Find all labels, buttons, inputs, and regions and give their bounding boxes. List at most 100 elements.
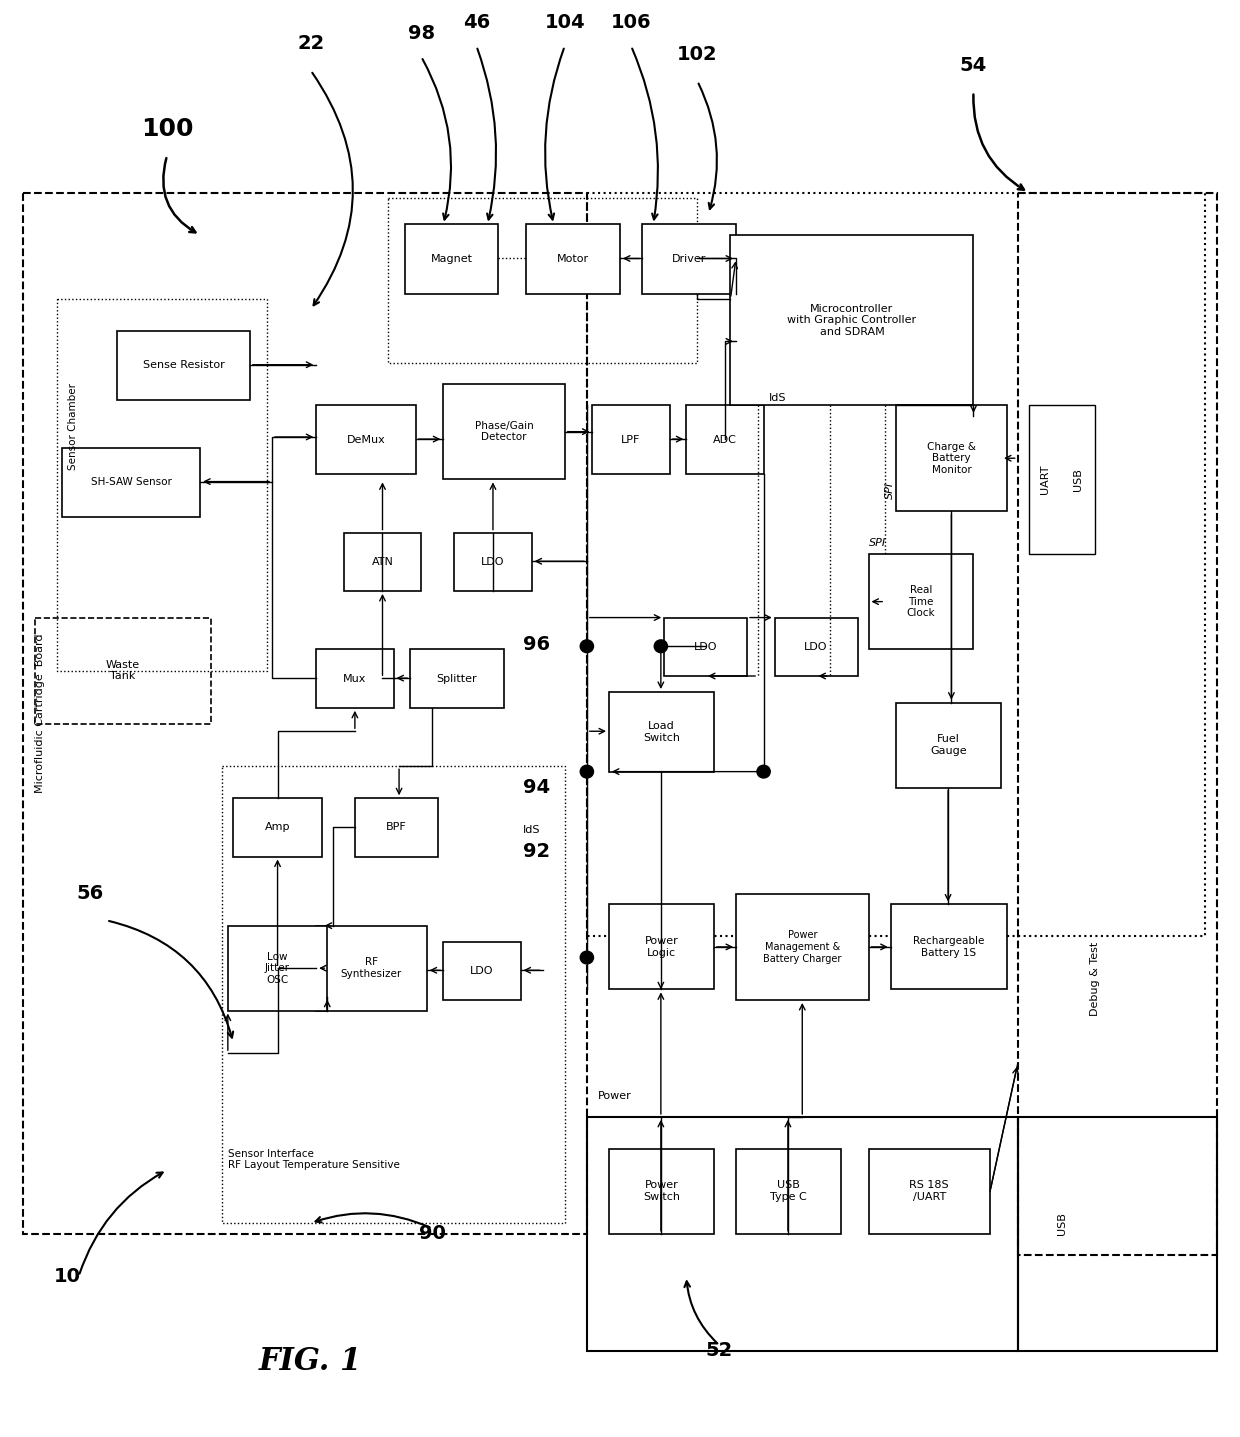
Bar: [593, 405, 670, 474]
Text: LDO: LDO: [470, 966, 494, 976]
Text: UART: UART: [1040, 464, 1050, 494]
Bar: [355, 798, 438, 856]
Text: 98: 98: [408, 24, 435, 43]
Text: LDO: LDO: [694, 642, 718, 652]
Circle shape: [580, 766, 594, 777]
Bar: [737, 894, 868, 1000]
Text: 102: 102: [677, 45, 718, 65]
Bar: [410, 650, 503, 708]
Text: RF
Synthesizer: RF Synthesizer: [341, 957, 402, 979]
Text: IdS: IdS: [769, 392, 786, 402]
Circle shape: [756, 766, 770, 777]
Bar: [454, 533, 532, 591]
Text: ADC: ADC: [713, 434, 737, 444]
Text: 54: 54: [960, 56, 987, 75]
Bar: [890, 904, 1007, 990]
Text: Sensor Chamber: Sensor Chamber: [68, 382, 78, 470]
Text: Power
Logic: Power Logic: [645, 935, 678, 957]
Circle shape: [580, 951, 594, 964]
Bar: [868, 1148, 990, 1234]
Text: 56: 56: [76, 884, 103, 904]
Bar: [868, 553, 973, 650]
Text: Amp: Amp: [265, 822, 290, 832]
Text: USB: USB: [1056, 1211, 1066, 1234]
Text: Microcontroller
with Graphic Controller
and SDRAM: Microcontroller with Graphic Controller …: [787, 303, 916, 336]
Circle shape: [655, 639, 667, 652]
Bar: [343, 533, 422, 591]
Text: Magnet: Magnet: [430, 254, 472, 264]
Text: Phase/Gain
Detector: Phase/Gain Detector: [475, 421, 533, 443]
Bar: [1018, 1117, 1216, 1351]
Bar: [609, 904, 714, 990]
Text: Real
Time
Clock: Real Time Clock: [906, 585, 935, 618]
Text: Charge &
Battery
Monitor: Charge & Battery Monitor: [926, 441, 976, 474]
Text: 104: 104: [544, 13, 585, 32]
Bar: [57, 299, 267, 671]
Text: 106: 106: [611, 13, 651, 32]
Text: Power
Management &
Battery Charger: Power Management & Battery Charger: [763, 930, 842, 964]
Bar: [642, 224, 737, 293]
Text: 10: 10: [55, 1267, 81, 1286]
Text: Rechargeable
Battery 1S: Rechargeable Battery 1S: [913, 935, 985, 957]
Text: SPI: SPI: [868, 539, 885, 547]
Text: ATN: ATN: [372, 556, 393, 566]
Text: IdS: IdS: [523, 825, 541, 835]
Bar: [775, 618, 858, 675]
Text: Splitter: Splitter: [436, 674, 477, 684]
Text: USB
Type C: USB Type C: [770, 1180, 807, 1203]
Bar: [443, 941, 521, 1000]
Circle shape: [580, 639, 594, 652]
Bar: [897, 703, 1001, 787]
Bar: [1029, 405, 1095, 553]
Text: LDO: LDO: [805, 642, 828, 652]
Text: Driver: Driver: [672, 254, 707, 264]
Text: 90: 90: [419, 1224, 445, 1243]
Text: SPI: SPI: [885, 481, 895, 499]
Text: 96: 96: [523, 635, 549, 654]
Bar: [222, 766, 564, 1223]
Text: USB: USB: [1074, 468, 1084, 491]
Bar: [897, 405, 1007, 512]
Bar: [609, 1148, 714, 1234]
Bar: [233, 798, 321, 856]
Bar: [686, 405, 764, 474]
Text: Mux: Mux: [343, 674, 367, 684]
Text: SH-SAW Sensor: SH-SAW Sensor: [91, 477, 171, 487]
Bar: [118, 331, 250, 399]
Text: DeMux: DeMux: [346, 434, 386, 444]
Bar: [730, 236, 973, 405]
Text: 100: 100: [141, 116, 193, 141]
Bar: [404, 224, 498, 293]
Bar: [609, 693, 714, 772]
Bar: [737, 1148, 841, 1234]
Text: Microfluidic Cartridge  Board: Microfluidic Cartridge Board: [35, 634, 45, 793]
Text: LPF: LPF: [621, 434, 641, 444]
Text: FIG. 1: FIG. 1: [259, 1345, 362, 1377]
Text: Load
Switch: Load Switch: [642, 721, 680, 743]
Text: BPF: BPF: [386, 822, 407, 832]
Bar: [316, 925, 427, 1010]
Bar: [228, 925, 327, 1010]
Text: RS 18S
/UART: RS 18S /UART: [909, 1180, 949, 1203]
Text: Low
Jitter
OSC: Low Jitter OSC: [265, 951, 290, 984]
Text: Motor: Motor: [557, 254, 589, 264]
Bar: [443, 384, 564, 480]
Bar: [35, 618, 211, 724]
Text: Fuel
Gauge: Fuel Gauge: [930, 734, 967, 756]
Bar: [316, 650, 393, 708]
Bar: [665, 618, 746, 675]
Text: 46: 46: [463, 13, 490, 32]
Text: Sense Resistor: Sense Resistor: [143, 361, 224, 371]
Text: Sensor Interface
RF Layout Temperature Sensitive: Sensor Interface RF Layout Temperature S…: [228, 1148, 399, 1170]
Text: Debug & Test: Debug & Test: [1090, 941, 1100, 1016]
Text: 92: 92: [523, 842, 549, 861]
Bar: [587, 1117, 1018, 1351]
Text: Power
Switch: Power Switch: [642, 1180, 680, 1203]
Bar: [587, 193, 1205, 937]
Text: Waste
Tank: Waste Tank: [105, 660, 140, 681]
Text: 52: 52: [706, 1341, 733, 1359]
Text: 22: 22: [298, 34, 325, 53]
Text: 94: 94: [523, 777, 549, 798]
Text: Power: Power: [598, 1091, 631, 1101]
Bar: [388, 198, 697, 362]
